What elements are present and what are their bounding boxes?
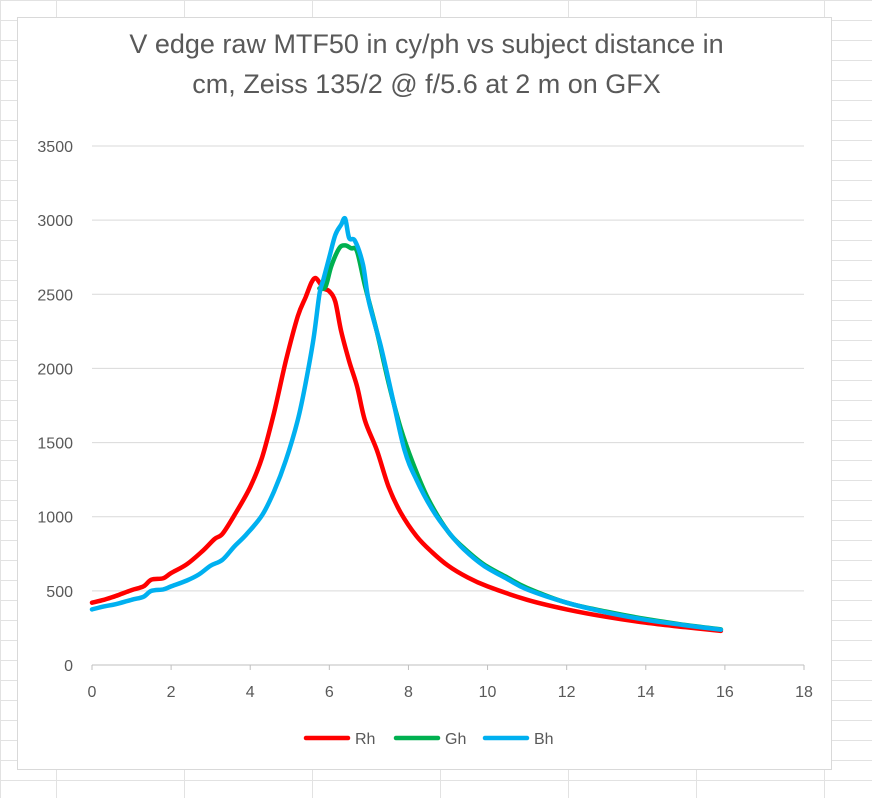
x-tick-label: 16 xyxy=(716,684,734,701)
legend-label-gh: Gh xyxy=(445,731,466,748)
x-tick-label: 8 xyxy=(404,684,413,701)
y-tick-label: 0 xyxy=(64,658,73,675)
x-tick-label: 2 xyxy=(167,684,176,701)
series-line-gh xyxy=(317,243,724,632)
chart-title: V edge raw MTF50 in cy/ph vs subject dis… xyxy=(0,24,853,104)
x-tick-label: 4 xyxy=(246,684,255,701)
y-tick-label: 3000 xyxy=(37,213,73,230)
chart-area[interactable] xyxy=(17,17,832,770)
y-tick-label: 3500 xyxy=(37,139,73,156)
legend-label-bh: Bh xyxy=(534,731,554,748)
x-tick-label: 18 xyxy=(795,684,813,701)
series-line-rh xyxy=(89,275,724,634)
chart-title-line-1: V edge raw MTF50 in cy/ph vs subject dis… xyxy=(129,29,724,59)
x-tick-label: 12 xyxy=(558,684,576,701)
x-tick-label: 0 xyxy=(88,684,97,701)
x-tick-label: 6 xyxy=(325,684,334,701)
y-tick-label: 1000 xyxy=(37,510,73,527)
chart-title-line-2: cm, Zeiss 135/2 @ f/5.6 at 2 m on GFX xyxy=(192,69,661,99)
series-line-bh xyxy=(89,215,724,632)
y-tick-label: 2500 xyxy=(37,287,73,304)
y-tick-label: 500 xyxy=(46,584,73,601)
x-tick-label: 14 xyxy=(637,684,655,701)
y-tick-label: 1500 xyxy=(37,436,73,453)
y-tick-label: 2000 xyxy=(37,361,73,378)
legend-label-rh: Rh xyxy=(355,731,375,748)
x-tick-label: 10 xyxy=(479,684,497,701)
